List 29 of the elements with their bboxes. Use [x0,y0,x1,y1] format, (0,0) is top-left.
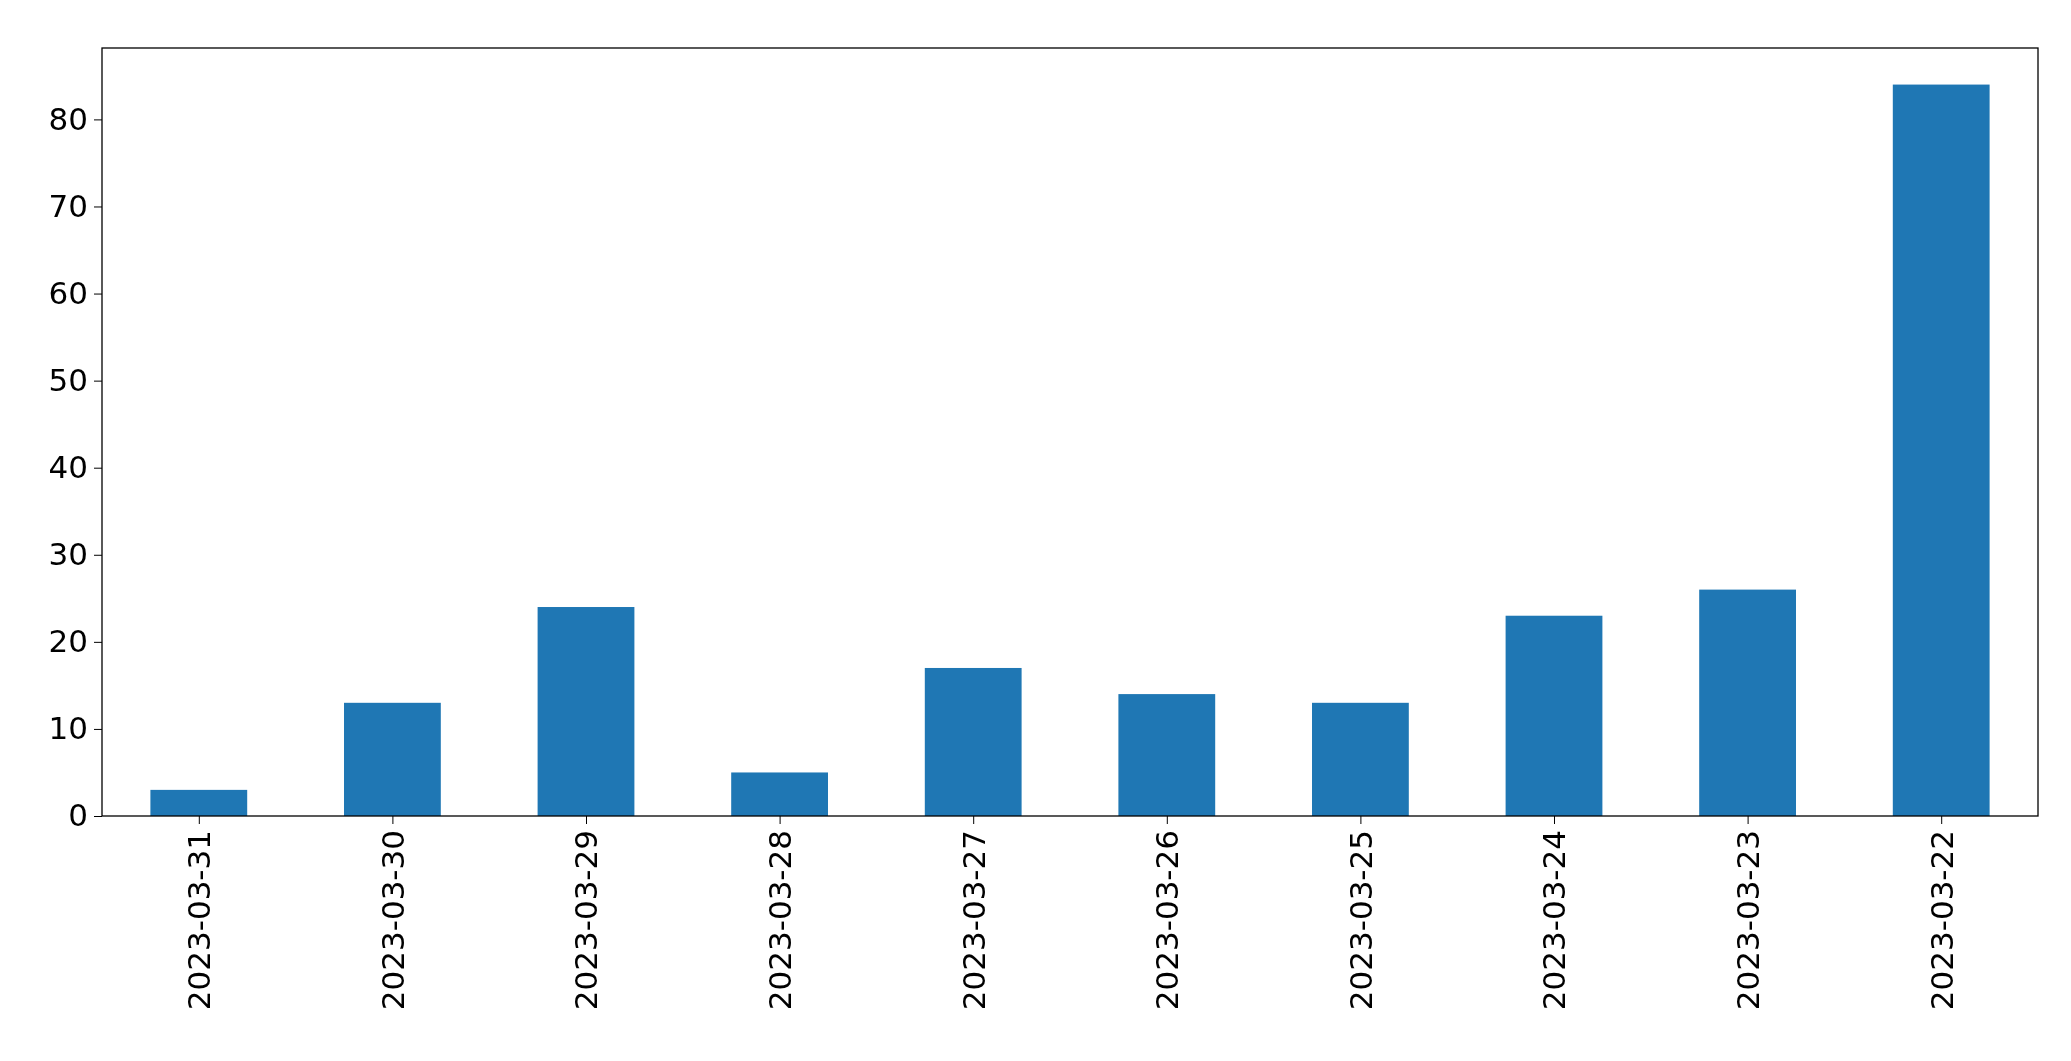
bar [924,667,1022,816]
x-tick-label: 2023-03-28 [761,830,798,1011]
bar [1505,615,1603,816]
y-tick-label: 10 [48,710,88,747]
bar [1699,589,1796,816]
bar [344,702,441,816]
x-tick-label: 2023-03-30 [374,830,411,1011]
y-tick-label: 70 [48,187,88,224]
x-tick-label: 2023-03-22 [1923,830,1960,1011]
x-tick-label: 2023-03-26 [1149,830,1186,1011]
bar [537,607,635,816]
bar [731,772,828,816]
bar [1118,694,1216,816]
y-tick-label: 60 [48,274,88,311]
y-tick-label: 0 [68,797,88,834]
x-tick-label: 2023-03-25 [1342,830,1379,1011]
x-tick-label: 2023-03-31 [181,830,218,1011]
x-tick-label: 2023-03-27 [955,830,992,1011]
y-tick-label: 50 [48,362,88,399]
bar [150,789,248,816]
bar [1312,702,1409,816]
x-tick-label: 2023-03-23 [1729,830,1766,1011]
x-tick-label: 2023-03-24 [1536,830,1573,1011]
x-tick-label: 2023-03-29 [568,830,605,1011]
y-tick-label: 80 [48,100,88,137]
bar [1892,84,1990,816]
y-tick-label: 20 [48,623,88,660]
y-tick-label: 40 [48,449,88,486]
y-tick-label: 30 [48,536,88,573]
